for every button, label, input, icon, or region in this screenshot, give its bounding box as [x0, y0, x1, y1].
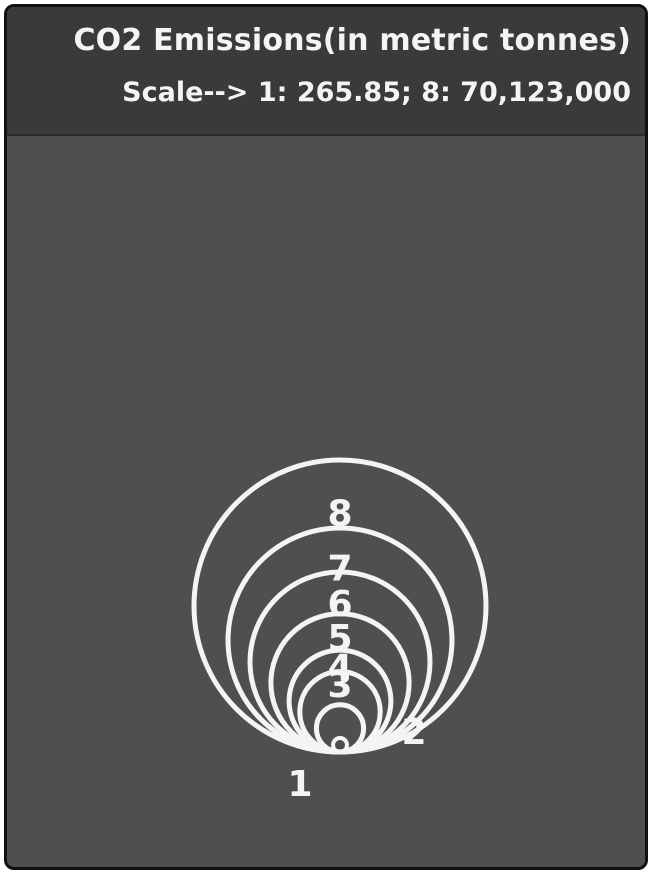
bubble-label-2: 2	[401, 712, 426, 753]
chart-scale-note: Scale--> 1: 265.85; 8: 70,123,000	[122, 77, 631, 108]
bubble-label-3: 3	[327, 665, 352, 706]
bubbles-layer	[191, 457, 489, 755]
chart-title: CO2 Emissions(in metric tonnes)	[73, 23, 631, 58]
bubble-label-5: 5	[327, 618, 352, 659]
bubble-1	[331, 736, 349, 754]
bubble-label-7: 7	[327, 549, 352, 590]
bubble-label-1: 1	[287, 764, 312, 805]
bubble-label-8: 8	[327, 493, 352, 534]
bubble-label-6: 6	[327, 584, 352, 625]
bubble-label-4: 4	[327, 648, 352, 689]
bubble-2	[313, 702, 367, 755]
chart-header: CO2 Emissions(in metric tonnes) Scale-->…	[7, 7, 645, 136]
chart-card: CO2 Emissions(in metric tonnes) Scale-->…	[4, 4, 648, 870]
